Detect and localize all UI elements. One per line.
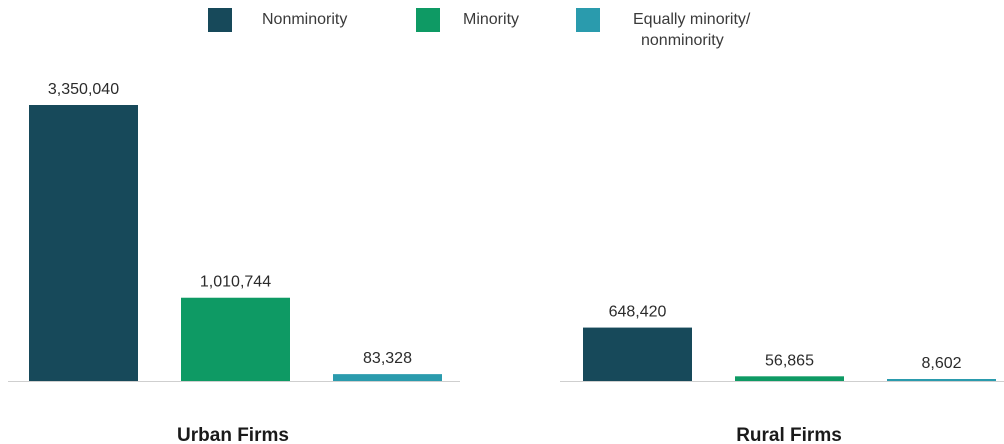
- bar-rural-firms-minority: [735, 376, 844, 381]
- bar-urban-firms-nonminority: [29, 105, 138, 381]
- value-label-urban-firms-equally-minority-nonminority: 83,328: [363, 350, 412, 367]
- value-label-rural-firms-minority: 56,865: [765, 352, 814, 369]
- value-labels: 3,350,040 1,010,744 83,328 648,420 56,865 8,6…: [48, 81, 962, 372]
- legend: Nonminority Minority Equally minority/nonm…: [208, 8, 751, 49]
- bar-urban-firms-equally-minority-nonminority: [333, 374, 442, 381]
- value-label-urban-firms-minority: 1,010,744: [200, 274, 271, 291]
- legend-swatch-nonminority: [208, 8, 232, 32]
- group-labels: Urban Firms Rural Firms: [177, 425, 842, 444]
- value-label-urban-firms-nonminority: 3,350,040: [48, 81, 119, 98]
- legend-swatch-equally-minority-nonminority: [576, 8, 600, 32]
- bar-rural-firms-nonminority: [583, 327, 692, 381]
- bar-urban-firms-minority: [181, 297, 290, 381]
- bar-rural-firms-equally-minority-nonminority: [887, 379, 996, 381]
- legend-swatch-minority: [416, 8, 440, 32]
- legend-label-equally-minority-nonminority: Equally minority/nonminority: [633, 11, 751, 49]
- legend-label-minority: Minority: [463, 11, 519, 28]
- bars: [29, 105, 996, 381]
- category-label-urban-firms: Urban Firms: [177, 425, 289, 444]
- value-label-rural-firms-nonminority: 648,420: [609, 304, 667, 321]
- value-label-rural-firms-equally-minority-nonminority: 8,602: [921, 355, 961, 372]
- legend-label-nonminority: Nonminority: [262, 11, 347, 28]
- category-label-rural-firms: Rural Firms: [736, 425, 842, 444]
